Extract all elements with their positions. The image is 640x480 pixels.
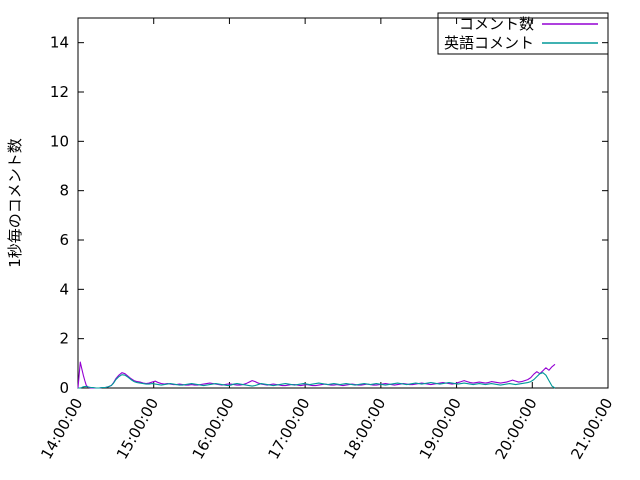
legend-label-1: コメント数 bbox=[459, 15, 534, 33]
legend-border bbox=[437, 12, 609, 55]
y-axis-ticks: 0 2 4 6 8 10 12 14 bbox=[50, 34, 608, 397]
series-line-2 bbox=[78, 372, 556, 389]
legend-label-2: 英語コメント bbox=[444, 34, 534, 52]
y-tick-label: 14 bbox=[50, 34, 69, 52]
data-series-group bbox=[77, 361, 556, 389]
y-tick-label: 2 bbox=[59, 330, 69, 348]
y-tick-label: 0 bbox=[59, 379, 69, 397]
y-axis-label: 1秒毎のコメント数 bbox=[6, 138, 24, 268]
series-line-1 bbox=[77, 361, 556, 389]
y-tick-label: 6 bbox=[59, 231, 69, 249]
y-tick-label: 8 bbox=[59, 182, 69, 200]
y-tick-label: 10 bbox=[50, 132, 69, 150]
y-tick-label: 12 bbox=[50, 83, 69, 101]
y-tick-label: 4 bbox=[59, 280, 69, 298]
plot-frame bbox=[77, 17, 609, 389]
plot-border bbox=[77, 17, 609, 389]
